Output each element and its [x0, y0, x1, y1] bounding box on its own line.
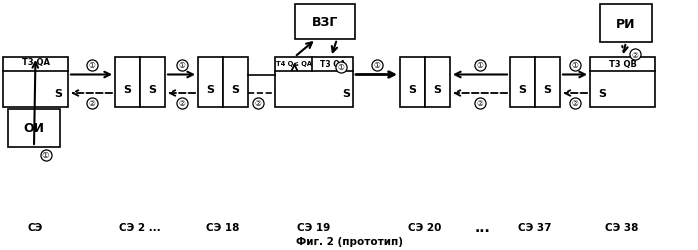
- Text: СЭ 37: СЭ 37: [518, 222, 551, 232]
- Text: ①: ①: [42, 151, 50, 160]
- Text: ②: ②: [572, 99, 579, 108]
- Bar: [425, 58, 450, 108]
- Bar: [275, 58, 353, 108]
- Text: Т3 QA: Т3 QA: [22, 57, 50, 66]
- Text: СЭ 38: СЭ 38: [605, 222, 639, 232]
- Text: ①: ①: [338, 63, 345, 72]
- Text: S: S: [433, 85, 441, 95]
- Bar: [3, 58, 68, 108]
- Bar: [600, 5, 652, 43]
- Text: ①: ①: [88, 61, 95, 70]
- Text: ②: ②: [631, 50, 638, 59]
- Text: Т4 Q≤ QA: Т4 Q≤ QA: [276, 61, 312, 67]
- Text: ②: ②: [178, 99, 185, 108]
- Bar: [295, 5, 355, 40]
- Bar: [140, 58, 165, 108]
- Text: S: S: [54, 89, 62, 99]
- Text: S: S: [231, 85, 239, 95]
- Text: S: S: [518, 85, 526, 95]
- Text: ВЗГ: ВЗГ: [312, 16, 339, 29]
- Text: ②: ②: [477, 99, 484, 108]
- Text: ...: ...: [474, 220, 490, 234]
- Text: S: S: [148, 85, 156, 95]
- Text: S: S: [206, 85, 214, 95]
- Text: СЭ: СЭ: [27, 222, 43, 232]
- Text: ОИ: ОИ: [24, 122, 45, 135]
- Bar: [223, 58, 248, 108]
- Bar: [535, 58, 560, 108]
- Bar: [590, 58, 655, 108]
- Text: ①: ①: [178, 61, 185, 70]
- Text: ①: ①: [572, 61, 579, 70]
- Text: ②: ②: [255, 99, 262, 108]
- Text: СЭ 20: СЭ 20: [408, 222, 442, 232]
- Bar: [400, 58, 425, 108]
- Text: S: S: [598, 89, 606, 99]
- Text: РИ: РИ: [616, 18, 636, 30]
- Bar: [8, 110, 60, 148]
- Text: СЭ 2 ...: СЭ 2 ...: [119, 222, 161, 232]
- Text: Т3 QA: Т3 QA: [320, 59, 346, 68]
- Text: ①: ①: [477, 61, 484, 70]
- Text: СЭ 19: СЭ 19: [297, 222, 331, 232]
- Text: ①: ①: [373, 61, 380, 70]
- Text: Т3 QB: Т3 QB: [609, 60, 637, 69]
- Text: Фиг. 2 (прототип): Фиг. 2 (прототип): [295, 236, 403, 246]
- Bar: [115, 58, 140, 108]
- Text: ②: ②: [88, 99, 95, 108]
- Text: S: S: [543, 85, 551, 95]
- Text: СЭ 18: СЭ 18: [207, 222, 239, 232]
- Text: S: S: [342, 89, 350, 99]
- Bar: [510, 58, 535, 108]
- Text: S: S: [123, 85, 131, 95]
- Bar: [198, 58, 223, 108]
- Text: S: S: [408, 85, 416, 95]
